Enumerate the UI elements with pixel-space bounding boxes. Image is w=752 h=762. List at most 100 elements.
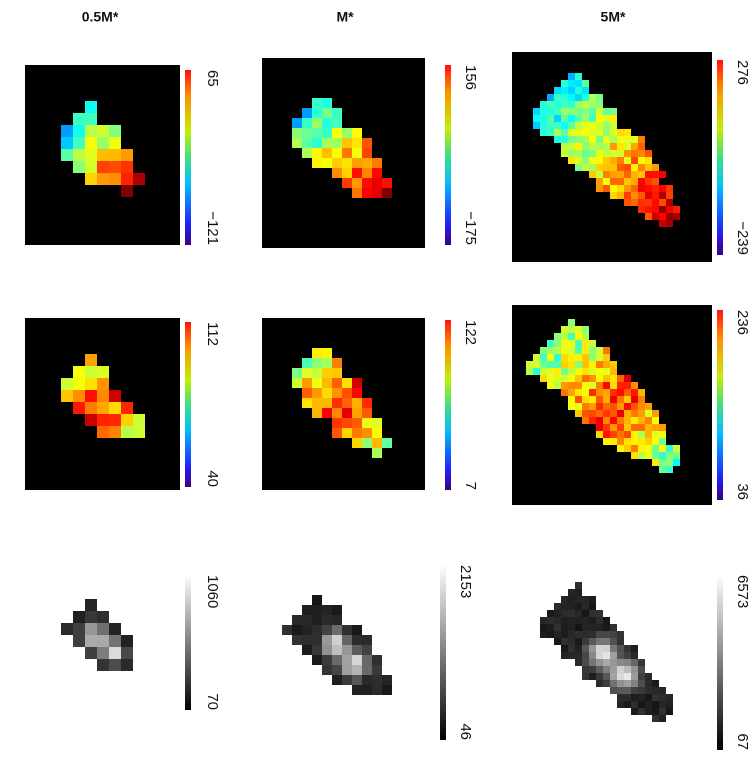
map-pixel xyxy=(617,136,624,143)
map-pixel xyxy=(673,445,680,452)
map-pixel xyxy=(610,631,617,638)
map-pixel xyxy=(652,438,659,445)
map-pixel xyxy=(652,687,659,694)
map-pixel xyxy=(312,408,322,418)
map-pixel xyxy=(631,410,638,417)
map-pixel xyxy=(652,199,659,206)
map-pixel xyxy=(568,73,575,80)
map-pixel xyxy=(617,389,624,396)
map-pixel xyxy=(666,452,673,459)
map-pixel xyxy=(617,164,624,171)
map-pixel xyxy=(561,354,568,361)
map-pixel xyxy=(382,178,392,188)
map-pixel xyxy=(582,389,589,396)
colorbar-max-label: 122 xyxy=(462,320,479,345)
map-pixel xyxy=(568,80,575,87)
map-pixel xyxy=(575,157,582,164)
map-pixel xyxy=(582,375,589,382)
map-pixel xyxy=(603,624,610,631)
map-pixel xyxy=(610,178,617,185)
map-pixel xyxy=(596,624,603,631)
map-pixel xyxy=(659,708,666,715)
map-pixel xyxy=(596,673,603,680)
map-pixel xyxy=(617,417,624,424)
map-pixel xyxy=(332,368,342,378)
map-pixel xyxy=(121,173,133,185)
map-pixel xyxy=(322,378,332,388)
map-pixel xyxy=(631,424,638,431)
map-pixel xyxy=(624,171,631,178)
map-pixel xyxy=(645,445,652,452)
map-pixel xyxy=(624,136,631,143)
map-pixel xyxy=(652,424,659,431)
map-pixel xyxy=(97,635,109,647)
map-pixel xyxy=(659,424,666,431)
map-pixel xyxy=(610,122,617,129)
map-pixel xyxy=(589,638,596,645)
map-pixel xyxy=(575,136,582,143)
map-pixel xyxy=(540,347,547,354)
map-pixel xyxy=(73,149,85,161)
map-pixel xyxy=(582,659,589,666)
map-pixel xyxy=(575,368,582,375)
map-pixel xyxy=(575,354,582,361)
map-pixel xyxy=(332,418,342,428)
map-pixel xyxy=(352,158,362,168)
map-pixel xyxy=(554,94,561,101)
map-pixel xyxy=(596,129,603,136)
map-pixel xyxy=(332,148,342,158)
map-pixel xyxy=(121,402,133,414)
map-pixel xyxy=(603,115,610,122)
map-pixel xyxy=(547,624,554,631)
map-pixel xyxy=(596,108,603,115)
map-pixel xyxy=(589,101,596,108)
map-pixel xyxy=(547,340,554,347)
map-pixel xyxy=(659,452,666,459)
map-pixel xyxy=(362,655,372,665)
map-pixel xyxy=(362,158,372,168)
map-pixel xyxy=(561,368,568,375)
map-pixel xyxy=(568,631,575,638)
map-pixel xyxy=(352,685,362,695)
map-pixel xyxy=(645,192,652,199)
map-pixel xyxy=(638,694,645,701)
map-pixel xyxy=(645,680,652,687)
colorbar-min-label: 70 xyxy=(204,693,221,710)
map-pixel xyxy=(575,603,582,610)
map-pixel xyxy=(610,108,617,115)
map-pixel xyxy=(645,417,652,424)
map-pixel xyxy=(533,361,540,368)
map-pixel xyxy=(645,206,652,213)
map-pixel xyxy=(596,122,603,129)
map-pixel xyxy=(603,354,610,361)
map-pixel xyxy=(603,645,610,652)
colorbar-max-label: 65 xyxy=(204,70,221,87)
map-pixel xyxy=(652,680,659,687)
map-pixel xyxy=(362,685,372,695)
map-pixel xyxy=(85,113,97,125)
map-pixel xyxy=(610,624,617,631)
map-pixel xyxy=(561,361,568,368)
map-pixel xyxy=(85,137,97,149)
map-pixel xyxy=(631,171,638,178)
map-pixel xyxy=(97,402,109,414)
map-pixel xyxy=(617,375,624,382)
map-pixel xyxy=(342,625,352,635)
map-pixel xyxy=(631,666,638,673)
map-pixel xyxy=(610,129,617,136)
map-pixel xyxy=(575,80,582,87)
colorbar-max-label: 112 xyxy=(204,322,221,346)
colorbar xyxy=(445,65,451,245)
map-pixel xyxy=(568,319,575,326)
colorbar-max-label: 276 xyxy=(734,60,751,85)
map-pixel xyxy=(561,129,568,136)
map-pixel xyxy=(624,687,631,694)
map-pixel xyxy=(624,192,631,199)
map-pixel xyxy=(342,675,352,685)
map-pixel xyxy=(645,410,652,417)
map-pixel xyxy=(292,118,302,128)
map-pixel xyxy=(582,157,589,164)
colorbar-min-label: −121 xyxy=(204,211,221,245)
map-pixel xyxy=(73,623,85,635)
map-pixel xyxy=(582,368,589,375)
